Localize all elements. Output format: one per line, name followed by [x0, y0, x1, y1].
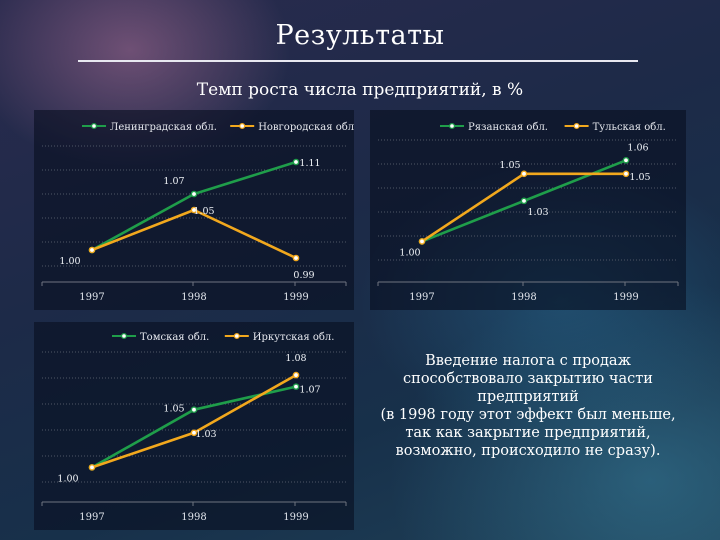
x-tick-label-1999: 1999: [613, 292, 638, 303]
data-point-s0-1999: [292, 158, 300, 166]
x-tick-label-1997: 1997: [79, 292, 104, 303]
legend-marker-0: [90, 123, 97, 130]
note-line-3: предприятий: [477, 389, 579, 405]
data-label-s0-1998: 1.03: [527, 207, 548, 218]
data-point-s1-1997: [88, 464, 96, 471]
x-tick-label-1997: 1997: [409, 292, 434, 303]
line-chart-tomsk-irkutsk: 1997 1998 1999 1.00 1.05 1.07 1.03 1.08 Томская …: [41, 332, 347, 523]
data-point-s1-1999: [292, 254, 300, 262]
chart-panel-ryazan-tula: 1997 1998 1999 1.00 1.03 1.06 1.05 1.05 Рязанска…: [370, 110, 686, 310]
data-point-s1-1998: [190, 206, 198, 214]
note-line-1: Введение налога с продаж: [425, 353, 631, 369]
note-line-4: (в 1998 году этот эффект был меньше,: [380, 407, 676, 423]
legend-label-0: Ленинградская обл.: [110, 122, 217, 133]
line-chart-ryazan-tula: 1997 1998 1999 1.00 1.03 1.06 1.05 1.05 Рязанска…: [377, 122, 679, 303]
data-label-s1-1998: 1.05: [499, 160, 520, 171]
x-tick-label-1998: 1998: [511, 292, 536, 303]
data-point-s1-1999: [622, 170, 630, 178]
legend-label-1: Иркутская обл.: [253, 332, 335, 343]
series-line-1: [91, 373, 297, 469]
legend-label-1: Тульская обл.: [593, 122, 666, 133]
x-tick-label-1999: 1999: [283, 292, 308, 303]
chart-panel-tomsk-irkutsk: 1997 1998 1999 1.00 1.05 1.07 1.03 1.08 Томская …: [34, 322, 354, 530]
x-tick-label-1997: 1997: [79, 512, 104, 523]
line-chart-leningrad-novgorod: 1997 1998 1999 1.00 1.07 1.11 1.05 0.99 Ленингра…: [41, 122, 354, 303]
legend-item-0: Томская обл.: [112, 332, 209, 343]
legend-label-0: Томская обл.: [140, 332, 209, 343]
data-label-s0-1997: 1.00: [399, 247, 420, 258]
chart-subtitle: Темп роста числа предприятий, в %: [196, 80, 524, 100]
legend-label-1: Новгородская обл.: [258, 122, 354, 133]
data-label-s1-1998: 1.03: [195, 429, 216, 440]
data-label-s0-1998: 1.07: [163, 176, 184, 187]
legend-item-1: Тульская обл.: [564, 122, 666, 133]
note-line-2: способствовало закрытию части: [403, 371, 653, 387]
data-point-s0-1998: [190, 406, 198, 413]
data-point-s1-1997: [88, 246, 96, 254]
data-point-s1-1999: [292, 371, 300, 379]
page-title: Результаты: [275, 20, 445, 51]
legend-marker-1: [233, 333, 240, 340]
legend-item-1: Иркутская обл.: [224, 332, 335, 343]
data-label-s0-1998: 1.05: [163, 404, 184, 415]
x-tick-label-1998: 1998: [181, 512, 206, 523]
legend-marker-0: [120, 333, 127, 340]
data-label-s0-1999: 1.11: [299, 158, 320, 169]
legend-item-0: Ленинградская обл.: [82, 122, 217, 133]
note-line-6: возможно, происходило не сразу).: [395, 443, 661, 459]
series-line-0: [91, 385, 297, 469]
legend-item-0: Рязанская обл.: [440, 122, 548, 133]
data-label-s1-1998: 1.05: [193, 206, 214, 217]
legend-marker-0: [448, 123, 455, 130]
legend-marker-1: [239, 123, 246, 130]
data-label-s1-1999: 1.05: [629, 172, 650, 183]
data-label-s1-1999: 1.08: [285, 353, 306, 364]
data-point-s0-1998: [190, 190, 198, 198]
x-tick-label-1998: 1998: [181, 292, 206, 303]
data-point-s0-1999: [622, 156, 630, 164]
title-underline: [78, 60, 638, 62]
data-point-s1-1998: [520, 170, 528, 178]
data-label-s0-1997: 1.00: [57, 473, 78, 484]
chart-panel-leningrad-novgorod: 1997 1998 1999 1.00 1.07 1.11 1.05 0.99 Ленингра…: [34, 110, 354, 310]
data-point-s1-1998: [190, 429, 198, 437]
data-point-s0-1998: [520, 197, 528, 205]
data-point-s1-1997: [418, 238, 426, 245]
data-point-s0-1999: [292, 383, 300, 390]
note-line-5: так как закрытие предприятий,: [405, 425, 651, 441]
data-label-s0-1999: 1.07: [299, 385, 320, 396]
x-tick-label-1999: 1999: [283, 512, 308, 523]
legend-label-0: Рязанская обл.: [468, 122, 548, 133]
data-label-s0-1999: 1.06: [627, 142, 648, 153]
conclusion-note: Введение налога с продаж способствовало …: [378, 352, 678, 460]
series-line-1: [421, 172, 626, 243]
data-label-s0-1997: 1.00: [59, 256, 80, 267]
legend-marker-1: [573, 123, 580, 130]
data-label-s1-1999: 0.99: [293, 270, 314, 281]
legend-item-1: Новгородская обл.: [230, 122, 354, 133]
